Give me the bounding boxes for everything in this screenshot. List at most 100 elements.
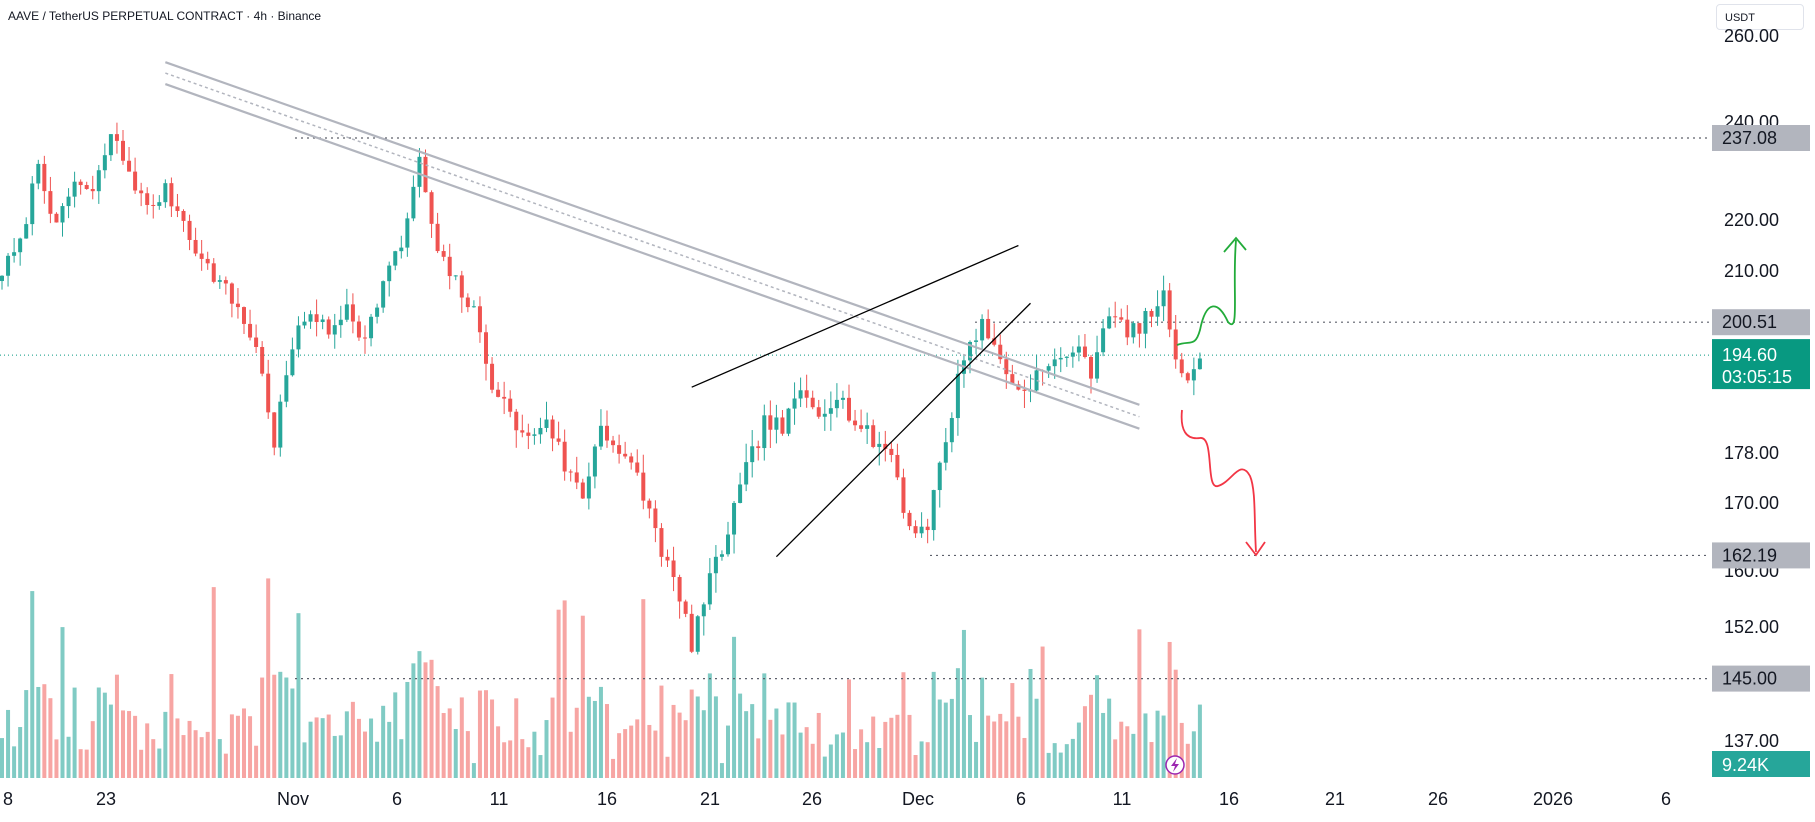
candle-body xyxy=(284,375,289,402)
channel-lower-line xyxy=(164,83,1140,430)
candle-body xyxy=(1143,310,1148,334)
candle-body xyxy=(750,446,755,463)
candle-body xyxy=(254,337,259,347)
candle-body xyxy=(84,185,89,189)
volume-bar xyxy=(496,726,501,778)
candle-body xyxy=(127,160,132,172)
volume-bar xyxy=(1064,744,1069,778)
candle-body xyxy=(816,407,821,417)
volume-bar xyxy=(635,719,640,778)
time-tick-label: 11 xyxy=(490,789,509,809)
candle-body xyxy=(798,390,803,399)
candle-body xyxy=(726,534,730,555)
volume-bar xyxy=(689,689,694,778)
candle-body xyxy=(175,206,180,211)
level-label: 237.08 xyxy=(1722,128,1777,148)
candle-body xyxy=(653,508,658,529)
volume-bar xyxy=(865,742,870,778)
volume-bar xyxy=(508,740,513,778)
volume-bar xyxy=(768,719,773,778)
bearish-projection-arrow xyxy=(1180,409,1257,553)
volume-bar xyxy=(96,687,101,778)
volume-bar xyxy=(90,721,95,778)
candle-body xyxy=(998,344,1003,360)
candle-body xyxy=(242,307,246,324)
candle-body xyxy=(350,304,355,322)
candle-body xyxy=(1155,306,1160,317)
candle-body xyxy=(931,490,936,531)
volume-bar xyxy=(296,613,301,778)
volume-bar xyxy=(369,718,374,778)
volume-bar xyxy=(290,688,295,778)
volume-bar xyxy=(441,713,446,778)
candle-body xyxy=(1101,328,1106,353)
candle-body xyxy=(157,202,162,206)
candle-body xyxy=(363,337,367,339)
volume-bar xyxy=(12,746,17,778)
lightning-icon[interactable] xyxy=(1165,755,1185,775)
volume-bar xyxy=(187,720,192,778)
candle-body xyxy=(701,604,706,617)
candle-body xyxy=(804,390,809,398)
volume-bar xyxy=(1167,641,1172,778)
currency-label: USDT xyxy=(1725,12,1755,24)
volume-bar xyxy=(883,721,888,778)
candle-body xyxy=(405,218,410,248)
candle-body xyxy=(417,156,422,187)
volume-bar xyxy=(1022,737,1027,778)
candle-body xyxy=(968,341,972,361)
candle-body xyxy=(713,556,718,574)
volume-bar xyxy=(786,702,791,778)
volume-bar xyxy=(847,679,851,778)
volume-bar xyxy=(308,721,313,778)
volume-bar xyxy=(931,671,936,778)
volume-bar xyxy=(387,721,392,778)
volume-bar xyxy=(429,659,434,778)
volume-bar xyxy=(943,702,948,778)
volume-bar xyxy=(949,698,954,778)
candle-body xyxy=(919,526,924,534)
volume-bar xyxy=(780,734,785,778)
volume-bar xyxy=(1076,722,1081,778)
volume-bar xyxy=(641,599,646,778)
volume-bar xyxy=(774,708,779,778)
volume-bar xyxy=(925,742,930,778)
candle-body xyxy=(774,417,779,430)
candle-body xyxy=(635,462,640,473)
price-tick-label: 210.00 xyxy=(1724,261,1779,281)
volume-bar xyxy=(1131,733,1136,778)
candle-body xyxy=(556,438,561,442)
candle-body xyxy=(992,338,997,345)
volume-bar xyxy=(435,686,440,778)
volume-bar xyxy=(108,704,113,778)
candle-body xyxy=(532,434,537,436)
volume-bar xyxy=(102,692,107,778)
candle-body xyxy=(883,443,888,449)
volume-bar xyxy=(986,715,991,778)
volume-bar xyxy=(1161,715,1166,778)
bullish-arrow-head xyxy=(1223,236,1247,253)
volume-bar xyxy=(526,747,531,778)
candle-body xyxy=(217,280,222,282)
volume-bar xyxy=(163,711,168,778)
candle-body xyxy=(187,220,192,240)
price-tick-label: 220.00 xyxy=(1724,210,1779,230)
volume-bar xyxy=(78,749,83,778)
candle-body xyxy=(810,397,815,408)
candle-body xyxy=(859,425,864,429)
candle-body xyxy=(314,314,319,323)
candle-body xyxy=(605,425,609,441)
candle-body xyxy=(847,397,851,421)
currency-selector[interactable]: USDT xyxy=(1716,4,1804,30)
volume-bar xyxy=(1191,731,1196,778)
candle-body xyxy=(496,389,501,397)
channel-mid-line xyxy=(165,72,1140,418)
candle-body xyxy=(441,251,446,257)
candle-body xyxy=(248,323,253,338)
candle-body xyxy=(235,303,240,308)
volume-bar xyxy=(592,700,597,778)
current-price-box xyxy=(1712,339,1810,390)
candle-body xyxy=(1149,310,1154,317)
volume-bar xyxy=(1040,646,1045,778)
